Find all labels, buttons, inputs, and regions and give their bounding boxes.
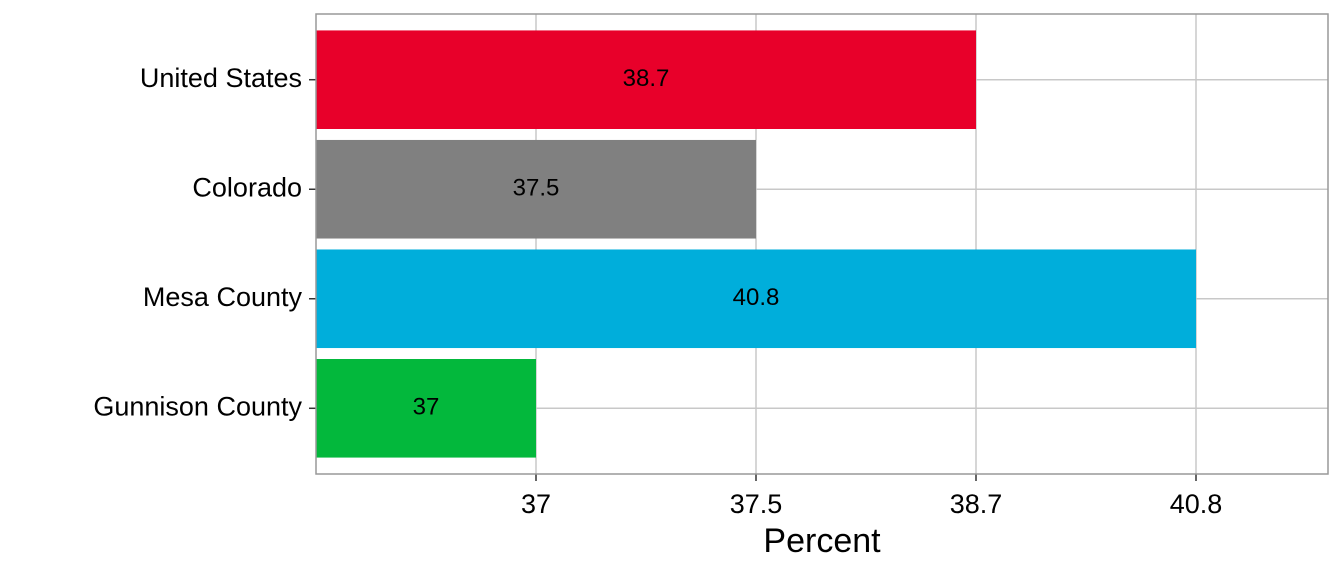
- data-label: 40.8: [733, 284, 780, 311]
- y-tick-label: Gunnison County: [93, 391, 302, 421]
- y-tick-label: Colorado: [192, 172, 302, 202]
- bar: [316, 249, 1196, 349]
- x-tick-label: 38.7: [950, 489, 1003, 519]
- y-tick-label: United States: [140, 63, 302, 93]
- data-label: 37.5: [513, 175, 560, 202]
- x-axis-title: Percent: [763, 522, 881, 560]
- bar: [316, 30, 976, 129]
- bar: [316, 139, 756, 239]
- x-tick-label: 40.8: [1170, 489, 1223, 519]
- panel-border: [315, 13, 1329, 475]
- data-label: 37: [413, 394, 440, 421]
- x-tick-label: 37: [521, 489, 551, 519]
- data-label: 38.7: [623, 65, 670, 92]
- y-tick-label: Mesa County: [143, 282, 303, 312]
- x-tick-label: 37.5: [730, 489, 783, 519]
- bar: [316, 359, 536, 458]
